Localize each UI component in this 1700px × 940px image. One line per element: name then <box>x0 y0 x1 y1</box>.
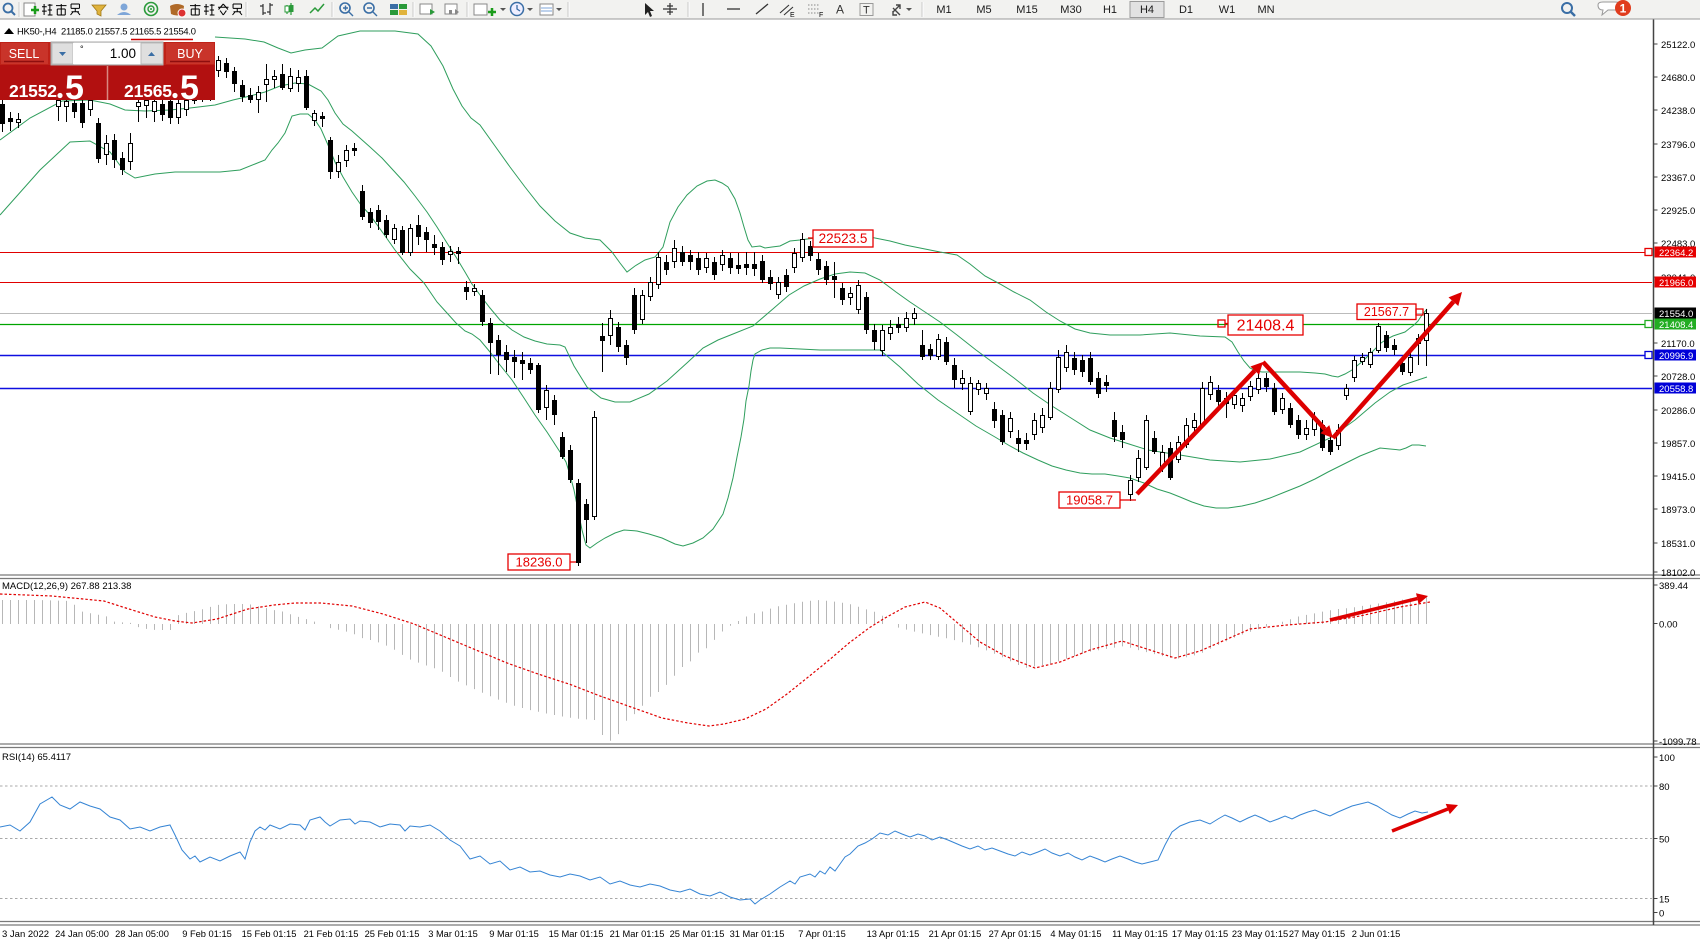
svg-text:4 May 01:15: 4 May 01:15 <box>1050 929 1101 939</box>
svg-text:1: 1 <box>1620 2 1627 16</box>
svg-text:27 Apr 01:15: 27 Apr 01:15 <box>989 929 1042 939</box>
svg-text:22523.5: 22523.5 <box>819 231 868 246</box>
svg-text:20286.0: 20286.0 <box>1661 406 1695 417</box>
svg-text:21170.0: 21170.0 <box>1661 339 1695 350</box>
svg-text:21552: 21552 <box>9 81 57 101</box>
svg-text:2 Jun 01:15: 2 Jun 01:15 <box>1352 929 1401 939</box>
svg-text:-1099.78: -1099.78 <box>1659 737 1697 748</box>
svg-text:24 Jan 05:00: 24 Jan 05:00 <box>55 929 109 939</box>
svg-text:7 Apr 01:15: 7 Apr 01:15 <box>798 929 846 939</box>
svg-text:D1: D1 <box>1179 4 1193 16</box>
svg-text:W1: W1 <box>1219 4 1236 16</box>
svg-text:5: 5 <box>180 69 199 107</box>
svg-text:BUY: BUY <box>177 47 203 61</box>
svg-text:0.00: 0.00 <box>1659 620 1678 631</box>
svg-text:21554.0: 21554.0 <box>1659 309 1693 320</box>
svg-text:18102.0: 18102.0 <box>1661 568 1695 579</box>
svg-text:389.44: 389.44 <box>1659 581 1688 592</box>
svg-text:T: T <box>863 5 870 17</box>
svg-text:A: A <box>836 3 844 17</box>
svg-text:0: 0 <box>1659 909 1664 920</box>
svg-text:E: E <box>790 12 795 19</box>
svg-text:11 May 01:15: 11 May 01:15 <box>1112 929 1168 939</box>
svg-text:21 Apr 01:15: 21 Apr 01:15 <box>929 929 982 939</box>
svg-text:23367.0: 23367.0 <box>1661 173 1695 184</box>
svg-text:15 Mar 01:15: 15 Mar 01:15 <box>549 929 604 939</box>
svg-text:MN: MN <box>1257 4 1274 16</box>
svg-text:M30: M30 <box>1060 4 1081 16</box>
svg-text:25 Mar 01:15: 25 Mar 01:15 <box>670 929 725 939</box>
svg-text:21408.4: 21408.4 <box>1237 318 1295 335</box>
svg-text:3 Mar 01:15: 3 Mar 01:15 <box>428 929 478 939</box>
svg-text:H4: H4 <box>1140 4 1154 16</box>
svg-text:23796.0: 23796.0 <box>1661 140 1695 151</box>
svg-text:21966.0: 21966.0 <box>1659 278 1693 289</box>
svg-text:80: 80 <box>1659 782 1670 793</box>
svg-text:21565: 21565 <box>124 81 172 101</box>
svg-text:19857.0: 19857.0 <box>1661 439 1695 450</box>
svg-text:M1: M1 <box>936 4 951 16</box>
svg-text:50: 50 <box>1659 835 1670 846</box>
svg-text:25122.0: 25122.0 <box>1661 40 1695 51</box>
svg-text:24680.0: 24680.0 <box>1661 73 1695 84</box>
svg-text:20558.8: 20558.8 <box>1659 384 1693 395</box>
svg-text:5: 5 <box>65 69 84 107</box>
svg-text:M5: M5 <box>976 4 991 16</box>
svg-text:RSI(14) 65.4117: RSI(14) 65.4117 <box>2 752 71 763</box>
svg-text:HK50-,H4 21185.0 21557.5 2116: HK50-,H4 21185.0 21557.5 21165.5 21554.0 <box>17 26 196 37</box>
svg-text:1.00: 1.00 <box>110 46 136 61</box>
svg-text:24238.0: 24238.0 <box>1661 106 1695 117</box>
svg-text:22925.0: 22925.0 <box>1661 206 1695 217</box>
svg-text:21 Feb 01:15: 21 Feb 01:15 <box>304 929 359 939</box>
svg-text:25 Feb 01:15: 25 Feb 01:15 <box>365 929 420 939</box>
svg-text:23 May 01:15: 23 May 01:15 <box>1232 929 1288 939</box>
svg-text:21567.7: 21567.7 <box>1364 305 1409 319</box>
svg-text:9 Feb 01:15: 9 Feb 01:15 <box>182 929 232 939</box>
svg-text:28 Jan 05:00: 28 Jan 05:00 <box>115 929 169 939</box>
svg-text:18973.0: 18973.0 <box>1661 505 1695 516</box>
svg-text:15 Feb 01:15: 15 Feb 01:15 <box>242 929 297 939</box>
svg-text:20728.0: 20728.0 <box>1661 372 1695 383</box>
svg-text:22483.0: 22483.0 <box>1661 239 1695 250</box>
svg-text:MACD(12,26,9) 267.88 213.38: MACD(12,26,9) 267.88 213.38 <box>2 581 131 592</box>
svg-text:19415.0: 19415.0 <box>1661 472 1695 483</box>
svg-text:13 Apr 01:15: 13 Apr 01:15 <box>867 929 920 939</box>
svg-text:21408.4: 21408.4 <box>1659 320 1693 331</box>
svg-text:22364.2: 22364.2 <box>1659 248 1693 259</box>
svg-text:F: F <box>819 12 823 19</box>
svg-text:18236.0: 18236.0 <box>516 555 563 570</box>
svg-text:17 May 01:15: 17 May 01:15 <box>1172 929 1228 939</box>
svg-text:27 May 01:15: 27 May 01:15 <box>1289 929 1345 939</box>
svg-text:100: 100 <box>1659 753 1675 764</box>
svg-text:31 Mar 01:15: 31 Mar 01:15 <box>730 929 785 939</box>
svg-text:M15: M15 <box>1016 4 1037 16</box>
svg-text:3 Jan 2022: 3 Jan 2022 <box>2 929 49 940</box>
svg-text:15: 15 <box>1659 895 1670 906</box>
svg-text:20996.9: 20996.9 <box>1659 351 1693 362</box>
svg-text:°: ° <box>80 44 84 54</box>
svg-text:SELL: SELL <box>9 47 40 61</box>
svg-text:21 Mar 01:15: 21 Mar 01:15 <box>610 929 665 939</box>
svg-text:19058.7: 19058.7 <box>1066 493 1113 508</box>
svg-text:18531.0: 18531.0 <box>1661 539 1695 550</box>
svg-text:H1: H1 <box>1103 4 1117 16</box>
svg-text:9 Mar 01:15: 9 Mar 01:15 <box>489 929 539 939</box>
